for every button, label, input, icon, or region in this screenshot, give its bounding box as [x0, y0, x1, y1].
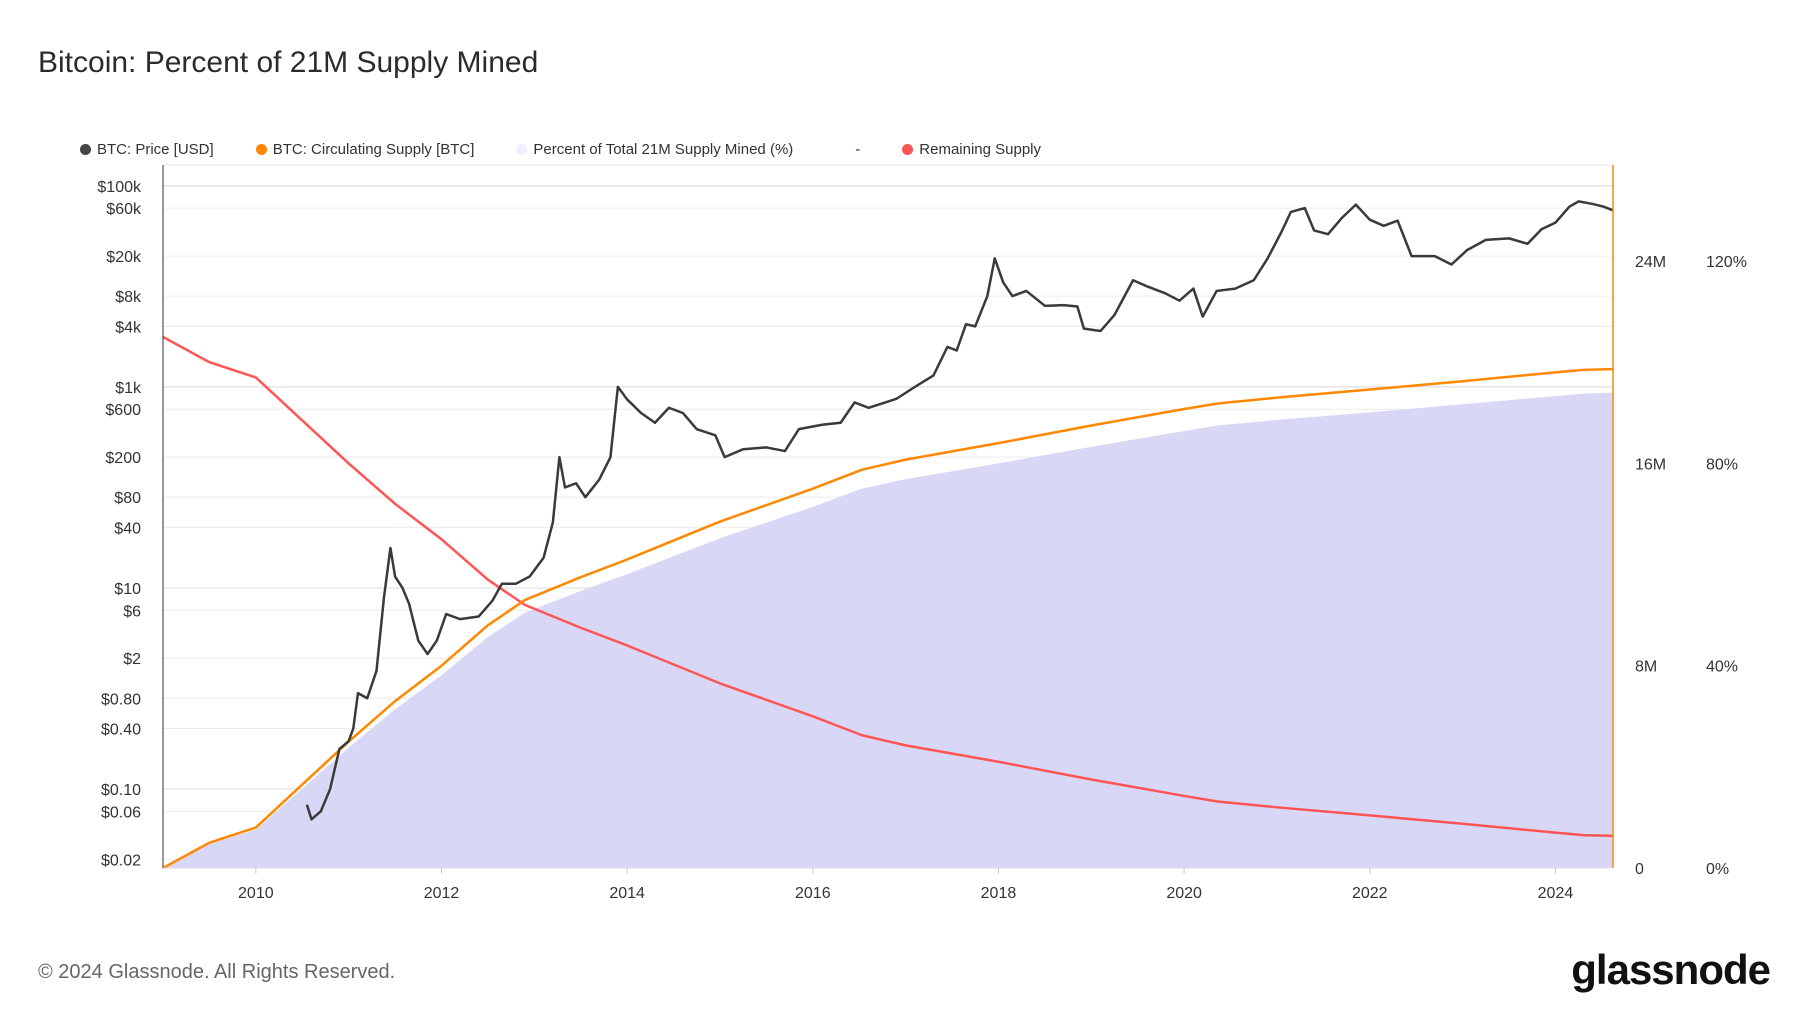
y-left-tick-label: $200: [105, 450, 141, 467]
legend-item-remaining[interactable]: Remaining Supply: [902, 141, 1041, 158]
y-left-tick-label: $10: [114, 581, 141, 598]
legend-item-dash[interactable]: -: [855, 141, 860, 158]
y-left-tick-label: $0.40: [101, 722, 141, 739]
y-left-tick-label: $40: [114, 520, 141, 537]
legend-dot-icon: [902, 144, 914, 155]
y-right-percent-tick-label: 80%: [1706, 456, 1738, 473]
y-left-tick-label: $0.06: [101, 804, 141, 821]
legend: BTC: Price [USD] BTC: Circulating Supply…: [80, 141, 1083, 158]
y-left-tick-label: $0.02: [101, 852, 141, 869]
series-percent-mined-area: [163, 392, 1613, 868]
y-left-tick-label: $20k: [106, 249, 142, 266]
x-tick-label: 2016: [795, 885, 831, 902]
y-left-tick-label: $100k: [97, 179, 142, 196]
chart-title: Bitcoin: Percent of 21M Supply Mined: [38, 46, 539, 79]
y-left-tick-label: $8k: [115, 289, 142, 306]
y-right-supply-tick-label: 0: [1635, 861, 1644, 878]
y-left-tick-label: $60k: [106, 201, 142, 218]
y-right-supply-tick-label: 8M: [1635, 659, 1657, 676]
legend-dot-icon: [516, 144, 528, 155]
legend-label: Remaining Supply: [919, 141, 1042, 158]
x-tick-label: 2014: [609, 885, 645, 902]
y-left-tick-label: $0.10: [101, 782, 141, 799]
legend-item-percent[interactable]: Percent of Total 21M Supply Mined (%): [516, 141, 793, 158]
copyright: © 2024 Glassnode. All Rights Reserved.: [38, 961, 396, 983]
x-tick-label: 2018: [981, 885, 1017, 902]
y-right-percent-tick-label: 0%: [1706, 861, 1729, 878]
legend-label: BTC: Circulating Supply [BTC]: [272, 141, 475, 158]
x-tick-label: 2024: [1538, 885, 1574, 902]
legend-dot-icon: [80, 144, 91, 155]
y-right-percent-tick-label: 40%: [1706, 659, 1738, 676]
series-remaining-supply-line: [162, 335, 1614, 838]
legend-label: BTC: Price [USD]: [97, 141, 214, 158]
y-left-tick-label: $2: [123, 651, 141, 668]
legend-label: -: [855, 141, 861, 158]
legend-dot-icon: [255, 144, 267, 155]
y-left-tick-label: $80: [114, 490, 141, 507]
y-left-tick-label: $6: [123, 603, 141, 620]
y-right-supply-tick-label: 16M: [1635, 456, 1666, 473]
legend-item-supply[interactable]: BTC: Circulating Supply [BTC]: [255, 141, 475, 158]
x-tick-label: 2022: [1352, 885, 1388, 902]
glassnode-logo: glassnode: [1571, 946, 1771, 993]
x-tick-label: 2012: [424, 885, 460, 902]
y-right-supply-tick-label: 24M: [1635, 254, 1666, 271]
legend-item-price[interactable]: BTC: Price [USD]: [80, 141, 214, 158]
y-left-tick-label: $4k: [115, 319, 142, 336]
y-left-tick-label: $0.80: [101, 691, 141, 708]
series-price-line: [305, 200, 1614, 821]
x-tick-label: 2010: [238, 885, 274, 902]
y-left-tick-label: $1k: [115, 380, 142, 397]
legend-label: Percent of Total 21M Supply Mined (%): [533, 141, 794, 158]
y-right-percent-tick-label: 120%: [1706, 254, 1747, 271]
y-left-tick-label: $600: [105, 402, 141, 419]
x-tick-label: 2020: [1166, 885, 1202, 902]
